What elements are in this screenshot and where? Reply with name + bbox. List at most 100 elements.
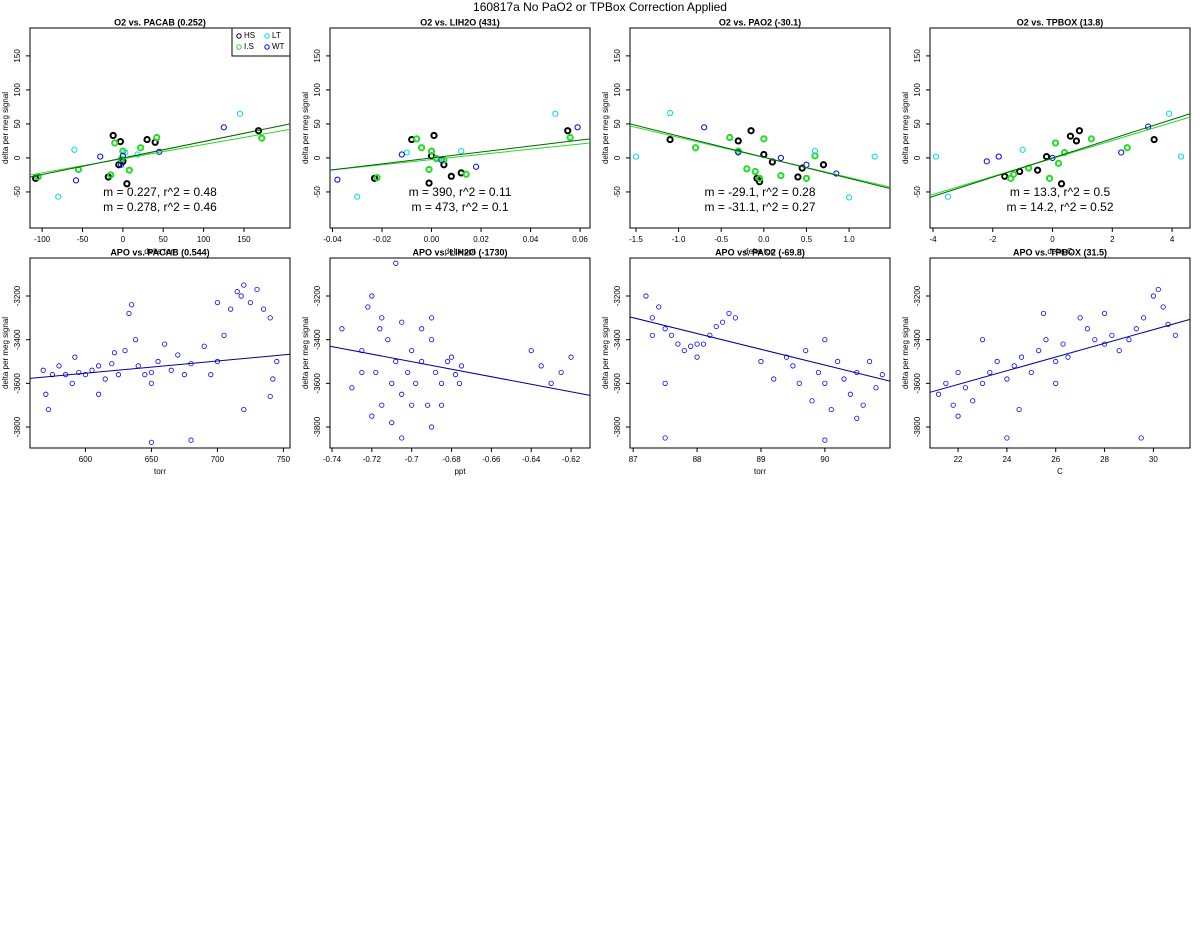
x-tick-label: -0.72 — [363, 455, 382, 464]
fit-line — [29, 353, 291, 379]
point — [102, 376, 108, 382]
point — [425, 179, 433, 187]
point — [1011, 363, 1017, 369]
plot-frame — [629, 257, 891, 449]
point — [56, 363, 62, 369]
point — [458, 148, 465, 155]
point — [398, 151, 405, 158]
point — [1036, 347, 1042, 354]
point — [115, 372, 122, 378]
y-axis-label: delta per meg signal — [1, 92, 10, 164]
point — [365, 304, 371, 310]
point — [726, 133, 734, 142]
point — [393, 260, 399, 266]
point — [247, 299, 254, 306]
y-axis-label: delta per meg signal — [301, 317, 310, 389]
point — [1133, 326, 1139, 332]
x-tick-label: 700 — [211, 455, 225, 464]
x-tick-label: 600 — [79, 455, 93, 464]
point — [228, 306, 234, 312]
point — [369, 293, 375, 299]
point — [97, 153, 104, 160]
point — [354, 193, 361, 200]
point — [40, 367, 46, 373]
point — [82, 372, 89, 378]
point — [873, 385, 879, 391]
x-tick-label: 90 — [820, 455, 829, 464]
point — [49, 372, 56, 378]
point — [214, 299, 221, 306]
point — [1084, 326, 1091, 332]
point — [413, 380, 419, 386]
plot-frame — [629, 27, 891, 229]
plot-frame — [929, 27, 1191, 229]
x-tick-label: -1.0 — [672, 235, 686, 244]
point — [1033, 166, 1042, 174]
fit-line — [629, 123, 891, 190]
x-tick-label: 0.04 — [523, 235, 539, 244]
point — [168, 367, 174, 373]
point — [236, 110, 244, 117]
y-axis-label: delta per meg signal — [601, 317, 610, 389]
point — [234, 289, 240, 295]
point — [339, 326, 345, 332]
point — [822, 337, 828, 343]
point — [456, 380, 463, 386]
point — [811, 148, 819, 155]
point — [267, 393, 273, 400]
x-tick-label: -1.5 — [629, 235, 643, 244]
point — [632, 153, 640, 160]
point — [845, 194, 853, 201]
point — [726, 310, 732, 317]
y-axis-label: delta per meg signal — [901, 92, 910, 164]
point — [175, 352, 181, 358]
point — [125, 166, 133, 174]
point — [1072, 137, 1081, 145]
point — [822, 380, 828, 386]
chart-title: APO vs. TPBOX (31.5) — [1013, 247, 1107, 257]
point — [822, 437, 828, 443]
point — [668, 332, 675, 338]
point — [568, 354, 574, 360]
point — [379, 315, 385, 321]
point — [427, 147, 436, 155]
annotation: m = 13.3, r^2 = 0.5 — [1010, 185, 1111, 199]
point — [220, 124, 227, 131]
chart-title: APO vs. PACAB (0.544) — [110, 247, 209, 257]
point — [1066, 132, 1075, 140]
x-tick-label: -0.74 — [323, 455, 342, 464]
point — [995, 153, 1002, 160]
point — [429, 424, 435, 430]
annotation: m = 0.227, r^2 = 0.48 — [103, 185, 217, 199]
x-tick-label: 750 — [277, 455, 291, 464]
point — [743, 165, 751, 173]
point — [694, 341, 700, 347]
point — [429, 315, 435, 321]
point — [254, 286, 260, 293]
point — [950, 402, 956, 408]
point — [188, 437, 194, 443]
point — [45, 406, 52, 413]
x-tick-label: 0.06 — [572, 235, 588, 244]
x-tick-label: 87 — [629, 455, 638, 464]
point — [241, 282, 247, 288]
point — [802, 174, 811, 182]
x-tick-label: 650 — [145, 455, 159, 464]
point — [707, 332, 713, 338]
point — [126, 310, 132, 317]
x-tick-label: -0.02 — [373, 235, 392, 244]
point — [796, 380, 802, 386]
legend-marker — [264, 33, 270, 39]
point — [1092, 337, 1098, 343]
x-tick-label: 0.5 — [801, 235, 813, 244]
point — [866, 358, 873, 365]
annotation: m = -31.1, r^2 = 0.27 — [704, 200, 815, 214]
point — [458, 363, 465, 369]
y-tick-label: 100 — [913, 83, 922, 97]
point — [413, 135, 421, 143]
point — [143, 135, 151, 144]
point — [118, 161, 125, 168]
point — [447, 172, 455, 180]
legend-marker — [236, 33, 242, 39]
